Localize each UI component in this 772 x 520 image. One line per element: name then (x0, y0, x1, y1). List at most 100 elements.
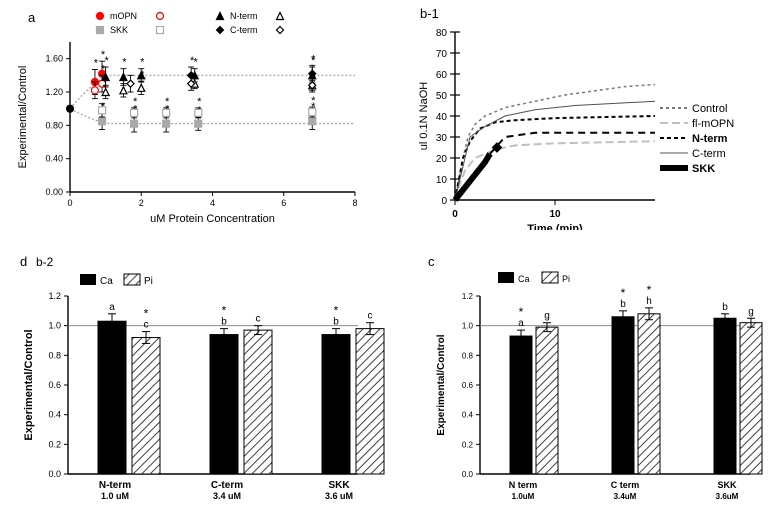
svg-text:*: * (519, 305, 524, 319)
svg-text:a: a (28, 10, 36, 25)
svg-text:1.20: 1.20 (45, 87, 63, 97)
svg-text:0: 0 (452, 209, 458, 220)
svg-text:N-term: N-term (692, 133, 728, 145)
svg-text:ul 0.1N NaOH: ul 0.1N NaOH (418, 82, 430, 151)
svg-text:c: c (368, 311, 373, 322)
svg-text:0.40: 0.40 (45, 154, 63, 164)
svg-text:*: * (334, 304, 339, 318)
svg-text:SKK: SKK (692, 163, 715, 175)
svg-text:1.0uM: 1.0uM (512, 492, 535, 501)
svg-text:3.4 uM: 3.4 uM (213, 491, 241, 501)
svg-text:8: 8 (352, 198, 357, 208)
svg-text:N-term: N-term (230, 11, 258, 21)
svg-text:40: 40 (436, 112, 448, 123)
svg-text:Ca: Ca (518, 274, 530, 284)
svg-text:uM Protein Concentration: uM Protein Concentration (150, 213, 275, 225)
panel-b2-chart: 0.0 0.2 0.4 0.6 0.8 1.0 1.2 Experimental/Contro… (0, 250, 400, 520)
svg-text:0.4: 0.4 (462, 411, 474, 420)
svg-text:Ca: Ca (100, 276, 113, 287)
svg-text:*: * (144, 307, 149, 321)
svg-text:0.80: 0.80 (45, 120, 63, 130)
svg-text:b: b (221, 317, 227, 328)
svg-text:SKK: SKK (717, 480, 737, 490)
svg-text:C term: C term (611, 480, 640, 490)
svg-text:Pi: Pi (144, 276, 153, 287)
svg-text:1.0 uM: 1.0 uM (101, 491, 129, 501)
svg-text:0.8: 0.8 (48, 350, 61, 360)
svg-text:*: * (194, 57, 199, 69)
svg-text:1.2: 1.2 (48, 291, 61, 301)
svg-text:0: 0 (67, 198, 72, 208)
svg-text:0.0: 0.0 (462, 470, 474, 479)
svg-text:c: c (144, 320, 149, 331)
svg-text:3.6uM: 3.6uM (716, 492, 739, 501)
svg-text:g: g (544, 311, 550, 322)
svg-text:0.2: 0.2 (48, 439, 61, 449)
svg-text:3.4uM: 3.4uM (614, 492, 637, 501)
svg-text:0.00: 0.00 (45, 187, 63, 197)
svg-text:b-2: b-2 (36, 255, 54, 269)
svg-text:Pi: Pi (562, 274, 570, 284)
svg-text:a: a (518, 318, 524, 329)
svg-text:d: d (20, 254, 27, 269)
svg-text:N term: N term (509, 480, 538, 490)
svg-text:2: 2 (139, 198, 144, 208)
svg-text:0: 0 (441, 196, 447, 207)
svg-text:*: * (311, 53, 316, 65)
svg-text:Experimental/Control: Experimental/Control (23, 329, 35, 440)
svg-text:Control: Control (692, 103, 727, 115)
svg-text:b: b (620, 299, 626, 310)
svg-text:C-term: C-term (692, 148, 726, 160)
svg-text:b: b (722, 302, 728, 313)
svg-text:SKK: SKK (328, 480, 350, 491)
svg-text:*: * (140, 57, 145, 69)
svg-text:0.8: 0.8 (462, 351, 474, 360)
svg-text:1.60: 1.60 (45, 54, 63, 64)
svg-text:6: 6 (281, 198, 286, 208)
svg-text:0.4: 0.4 (48, 410, 61, 420)
svg-text:0.6: 0.6 (462, 381, 474, 390)
svg-text:0.2: 0.2 (462, 440, 474, 449)
svg-text:0.0: 0.0 (48, 469, 61, 479)
panel-c-chart: 0.0 0.2 0.4 0.6 0.8 1.0 1.2 Experimental/Contro… (412, 250, 772, 520)
svg-text:20: 20 (436, 154, 448, 165)
svg-text:10: 10 (549, 209, 561, 220)
svg-text:70: 70 (436, 49, 448, 60)
svg-text:SKK: SKK (110, 25, 128, 35)
svg-text:Experimental/Control: Experimental/Control (436, 334, 447, 435)
svg-text:Experimental/Control: Experimental/Control (17, 66, 29, 169)
svg-text:*: * (197, 96, 202, 108)
svg-text:50: 50 (436, 91, 448, 102)
svg-text:*: * (222, 304, 227, 318)
svg-text:30: 30 (436, 133, 448, 144)
svg-text:*: * (133, 96, 138, 108)
svg-text:1.0: 1.0 (462, 322, 474, 331)
svg-text:*: * (94, 58, 99, 70)
svg-text:b: b (333, 317, 339, 328)
svg-text:4: 4 (210, 198, 215, 208)
svg-text:c: c (428, 254, 435, 269)
svg-text:10: 10 (436, 175, 448, 186)
panel-a-chart: 0 2 4 6 8 0.00 0.40 0.80 1.20 1.60 uM Protein Conc… (0, 0, 400, 235)
svg-text:a: a (109, 302, 115, 313)
svg-text:h: h (646, 296, 652, 307)
svg-text:N-term: N-term (99, 480, 131, 491)
svg-text:*: * (647, 283, 652, 297)
svg-text:b-1: b-1 (420, 6, 439, 21)
svg-text:g: g (748, 306, 754, 317)
panel-b1-chart: 0 10 20 30 40 50 60 70 80 0 10 Time (min) ul 0.1N Na… (412, 0, 772, 230)
svg-text:*: * (311, 95, 316, 107)
svg-text:C-term: C-term (230, 25, 258, 35)
svg-text:60: 60 (436, 70, 448, 81)
svg-text:*: * (165, 96, 170, 108)
svg-text:*: * (104, 55, 109, 67)
svg-text:Time (min): Time (min) (527, 223, 583, 230)
svg-text:*: * (190, 55, 195, 67)
svg-text:80: 80 (436, 28, 448, 39)
svg-text:C-term: C-term (211, 480, 243, 491)
svg-text:fl-mOPN: fl-mOPN (692, 118, 734, 130)
svg-text:0.6: 0.6 (48, 380, 61, 390)
svg-text:3.6 uM: 3.6 uM (325, 491, 353, 501)
svg-text:1.2: 1.2 (462, 292, 474, 301)
svg-text:1.0: 1.0 (48, 321, 61, 331)
